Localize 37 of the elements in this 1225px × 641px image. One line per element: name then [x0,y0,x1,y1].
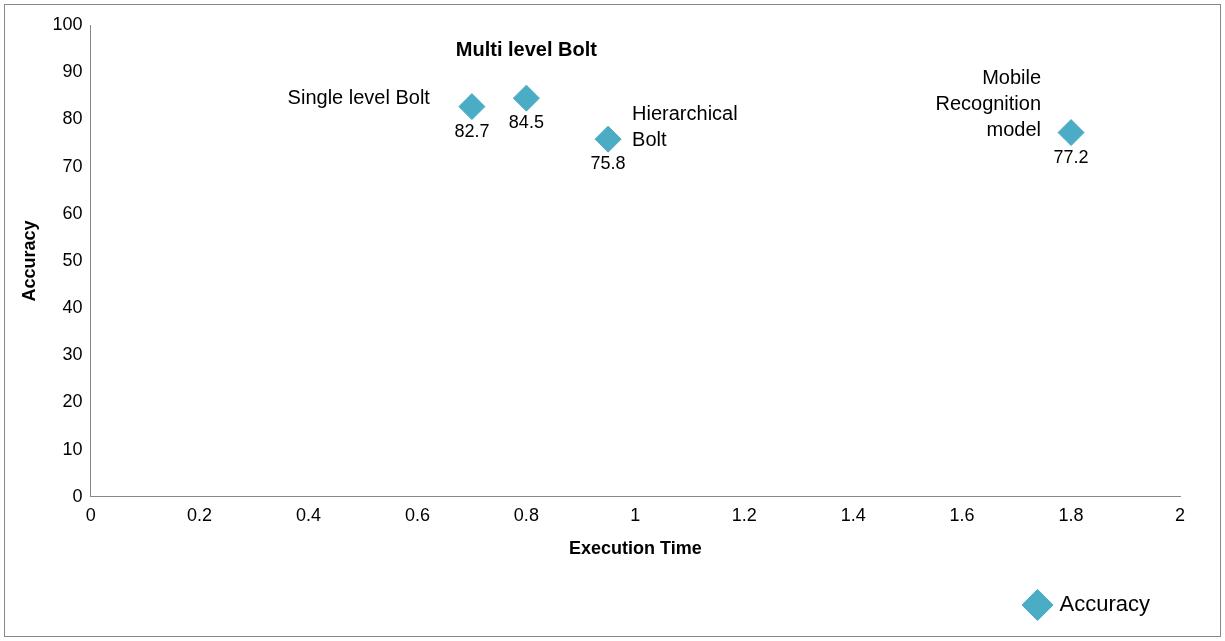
point [458,93,486,121]
point [1057,119,1085,147]
x-axis-title: Execution Time [568,538,702,559]
y-tick-label: 100 [52,13,83,34]
y-tick-label: 60 [62,202,83,223]
data-label: 75.8 [590,153,626,174]
point [594,125,622,153]
y-tick-label: 0 [72,485,83,506]
y-tick-label: 40 [62,297,83,318]
annotation: Multi level Bolt [455,37,598,60]
y-tick-label: 90 [62,61,83,82]
x-tick-label: 0.8 [513,504,539,525]
x-tick-label: 1.6 [949,504,975,525]
x-tick-label: 2 [1174,504,1186,525]
x-tick-label: 0.2 [187,504,213,525]
point [512,84,540,112]
y-tick-label: 10 [62,438,83,459]
annotation: Single level Bolt [287,86,431,109]
x-tick-label: 1.4 [840,504,866,525]
y-tick-label: 20 [62,391,83,412]
legend-label: Accuracy [1059,591,1151,617]
y-tick-label: 70 [62,155,83,176]
x-tick-label: 1.8 [1058,504,1084,525]
x-tick-label: 1 [630,504,641,525]
x-tick-label: 0.6 [404,504,430,525]
y-tick-label: 30 [62,344,83,365]
data-label: 77.2 [1053,146,1089,167]
x-tick-label: 0 [85,504,96,525]
x-tick-label: 1.2 [731,504,757,525]
data-label: 82.7 [454,120,490,141]
x-tick-label: 0.4 [295,504,322,525]
annotation: Hierarchical Bolt [632,101,738,150]
y-tick-label: 80 [62,108,83,129]
y-axis-title: Accuracy [18,220,39,302]
y-tick-label: 50 [62,249,83,270]
annotation: Mobile Recognition model [935,66,1042,141]
data-label: 84.5 [508,112,544,133]
